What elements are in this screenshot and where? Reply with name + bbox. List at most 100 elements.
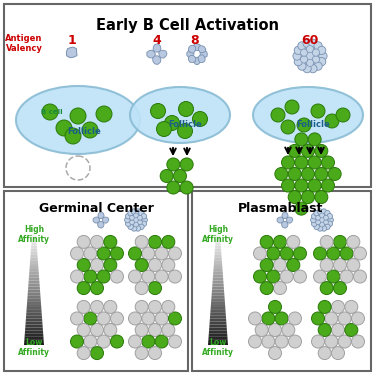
Circle shape [178,102,194,117]
Circle shape [155,247,168,260]
Polygon shape [26,322,42,324]
Polygon shape [147,50,155,58]
Circle shape [306,45,314,53]
Circle shape [275,312,288,325]
Circle shape [180,158,193,171]
Circle shape [90,346,104,360]
Polygon shape [102,217,109,223]
Circle shape [138,215,142,220]
Circle shape [288,190,301,204]
Polygon shape [216,237,220,240]
Circle shape [314,247,327,260]
Circle shape [77,346,90,360]
Polygon shape [159,50,167,58]
Text: Follicle: Follicle [168,120,202,129]
Circle shape [280,270,293,283]
Circle shape [312,213,317,219]
Circle shape [271,108,285,122]
Ellipse shape [253,87,363,143]
Circle shape [312,49,320,56]
Circle shape [97,247,110,260]
Circle shape [324,215,328,220]
Circle shape [130,215,135,220]
Polygon shape [210,316,226,319]
Circle shape [315,168,328,180]
Circle shape [84,312,97,325]
Text: Follicle: Follicle [297,120,330,129]
Circle shape [142,247,155,260]
Circle shape [332,324,345,336]
Circle shape [288,144,301,158]
Circle shape [104,300,117,313]
Circle shape [104,236,117,248]
Circle shape [135,346,148,360]
Circle shape [162,300,175,313]
Circle shape [273,236,286,248]
Circle shape [129,312,141,325]
Polygon shape [24,336,44,339]
Polygon shape [27,298,41,301]
Circle shape [333,258,346,272]
Circle shape [77,324,90,336]
Circle shape [295,41,325,71]
Circle shape [90,258,104,272]
Polygon shape [193,57,201,65]
Circle shape [354,270,366,283]
Circle shape [148,236,162,248]
Circle shape [126,210,146,230]
Circle shape [314,62,322,70]
Circle shape [167,158,180,171]
Circle shape [354,247,366,260]
Circle shape [268,324,282,336]
Circle shape [340,247,353,260]
Circle shape [84,335,97,348]
Polygon shape [27,304,41,307]
Circle shape [315,144,328,158]
Polygon shape [213,280,223,284]
Circle shape [174,170,186,183]
Circle shape [139,210,144,216]
Circle shape [192,111,207,126]
Polygon shape [213,272,223,275]
Polygon shape [30,260,38,263]
Polygon shape [193,44,201,51]
Circle shape [142,217,147,223]
Circle shape [327,270,340,283]
Circle shape [42,104,58,120]
Polygon shape [208,339,228,342]
Circle shape [155,312,168,325]
Circle shape [128,210,134,216]
Polygon shape [26,316,42,319]
Circle shape [312,221,317,226]
Circle shape [298,62,306,70]
Polygon shape [215,243,221,246]
Circle shape [134,222,138,227]
Circle shape [285,100,299,114]
Circle shape [273,258,286,272]
FancyBboxPatch shape [4,191,188,371]
Polygon shape [214,254,222,257]
Circle shape [327,247,340,260]
Circle shape [345,300,358,313]
Circle shape [139,224,144,230]
Circle shape [177,123,192,138]
Circle shape [314,42,322,50]
Circle shape [321,209,327,214]
Circle shape [56,120,72,136]
Polygon shape [26,313,42,316]
Text: 1: 1 [68,34,76,47]
Circle shape [162,258,175,272]
Circle shape [84,247,97,260]
Circle shape [148,324,162,336]
Polygon shape [66,47,77,58]
Polygon shape [216,228,220,231]
Polygon shape [286,217,293,223]
Polygon shape [208,342,228,345]
Circle shape [275,335,288,348]
Circle shape [293,52,301,60]
Polygon shape [25,333,44,336]
Circle shape [268,300,282,313]
FancyBboxPatch shape [192,191,371,371]
Circle shape [90,282,104,295]
Circle shape [282,156,294,169]
